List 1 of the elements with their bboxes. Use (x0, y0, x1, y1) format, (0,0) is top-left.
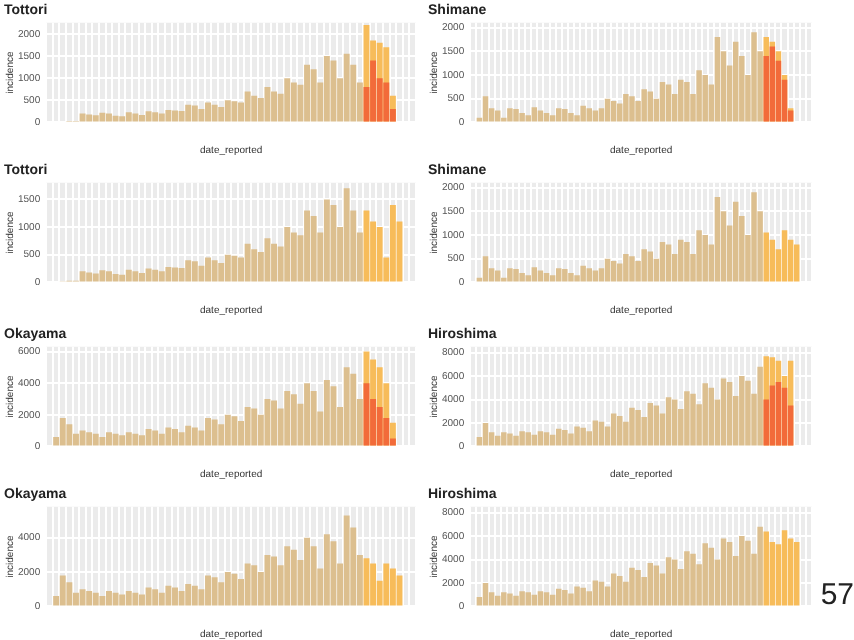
text: 57 (820, 578, 854, 612)
